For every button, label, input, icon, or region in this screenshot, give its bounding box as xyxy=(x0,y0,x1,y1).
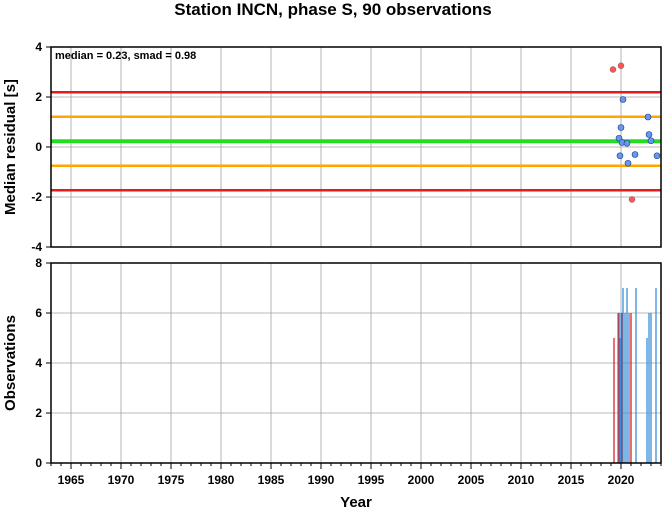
inlier-point xyxy=(644,113,652,121)
year-x-ticks: 1965 1970 1975 1980 1985 1990 1995 2000 2005 2010… xyxy=(50,463,662,487)
y-tick-label: 8 xyxy=(35,256,42,270)
inlier-point xyxy=(645,131,653,138)
residual-y-axis-label: Median residual [s] xyxy=(2,79,19,215)
inlier-point xyxy=(631,151,639,158)
inlier-point xyxy=(619,96,627,103)
x-tick-label: 2020 xyxy=(608,473,635,487)
observations-grid xyxy=(51,262,661,464)
observations-panel: 8 6 4 2 0 1965 1970 1975 1980 1985 1990 1995 2000 20… xyxy=(2,256,662,511)
chart-title: Station INCN, phase S, 90 observations xyxy=(174,0,491,19)
residual-reference-lines xyxy=(51,91,661,192)
y-tick-label: 2 xyxy=(35,406,42,420)
observations-y-axis-label: Observations xyxy=(2,315,19,411)
x-tick-label: 1980 xyxy=(208,473,235,487)
inlier-point xyxy=(624,159,632,167)
inlier-point xyxy=(616,152,624,160)
y-tick-label: 6 xyxy=(35,306,42,320)
inlier-point xyxy=(647,137,655,145)
residual-points xyxy=(609,62,661,203)
residual-panel: 4 2 0 -2 -4 median = 0.23, smad = 0.98 Media… xyxy=(2,40,662,254)
x-tick-label: 1975 xyxy=(158,473,185,487)
outlier-point xyxy=(617,62,625,69)
y-tick-label: 4 xyxy=(35,356,42,370)
x-tick-label: 1985 xyxy=(258,473,285,487)
x-tick-label: 2005 xyxy=(458,473,485,487)
observations-y-ticks: 8 6 4 2 0 xyxy=(35,256,51,470)
inlier-point xyxy=(617,124,625,131)
x-tick-label: 2000 xyxy=(408,473,435,487)
y-tick-label: -4 xyxy=(31,240,42,254)
residual-grid xyxy=(51,46,661,248)
x-tick-label: 1965 xyxy=(58,473,85,487)
inlier-point xyxy=(623,139,631,147)
outlier-point xyxy=(628,196,636,203)
x-tick-label: 2015 xyxy=(558,473,585,487)
x-axis-label: Year xyxy=(340,494,372,511)
residual-y-ticks: 4 2 0 -2 -4 xyxy=(31,40,51,254)
x-tick-label: 1995 xyxy=(358,473,385,487)
y-tick-label: 0 xyxy=(35,140,42,154)
y-tick-label: 0 xyxy=(35,456,42,470)
inlier-point xyxy=(653,152,661,160)
y-tick-label: 2 xyxy=(35,90,42,104)
x-tick-label: 2010 xyxy=(508,473,535,487)
y-tick-label: 4 xyxy=(35,40,42,54)
observation-bars xyxy=(613,288,657,463)
y-tick-label: -2 xyxy=(31,190,42,204)
outlier-point xyxy=(609,66,617,73)
stats-annotation: median = 0.23, smad = 0.98 xyxy=(55,50,196,62)
x-tick-label: 1990 xyxy=(308,473,335,487)
x-tick-label: 1970 xyxy=(108,473,135,487)
